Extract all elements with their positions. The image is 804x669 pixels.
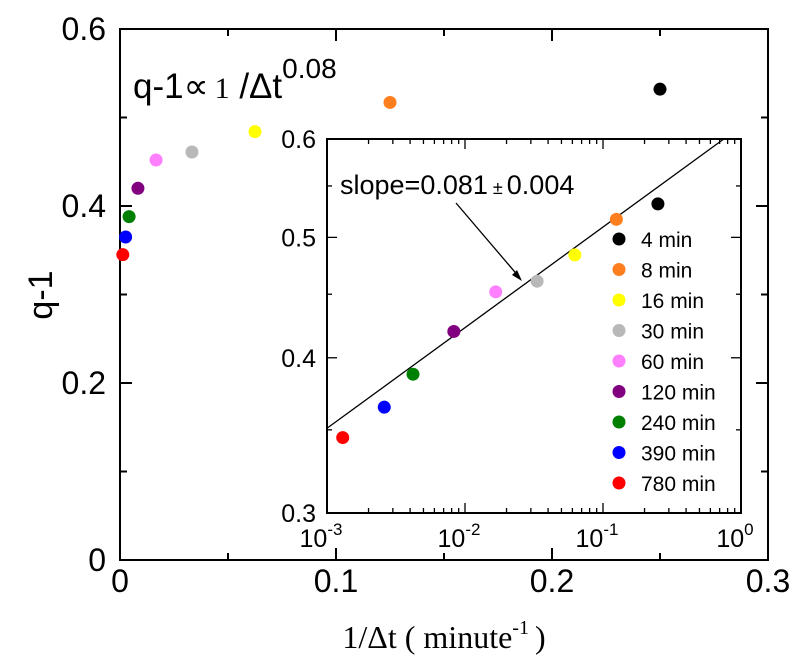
main-data-point: [653, 82, 667, 96]
legend-marker: [612, 385, 626, 398]
main-x-axis-label: 1/Δt ( minute-1): [342, 617, 545, 655]
legend-label: 240 min: [641, 412, 716, 435]
inset-y-tick-label: 0.3: [281, 500, 316, 528]
legend-label: 16 min: [641, 290, 704, 313]
main-annotation-prefix: q-1: [133, 67, 184, 106]
inset-x-tick-label: 10-1: [576, 520, 619, 553]
inset-x-tick-label: 100: [716, 520, 753, 553]
inset-data-point: [609, 212, 623, 226]
main-x-tick-label: 0.3: [746, 563, 790, 599]
main-data-point: [185, 145, 199, 159]
inset-y-tick-label: 0.6: [281, 126, 316, 154]
inset-data-point: [568, 248, 582, 262]
inset-x-tick-label: 10-2: [438, 520, 481, 553]
main-data-point: [119, 230, 133, 244]
main-annotation-exponent: 0.08: [282, 53, 337, 84]
legend-marker: [612, 324, 626, 337]
inset-data-point: [406, 367, 420, 381]
main-x-tick-label: 0.2: [530, 563, 574, 599]
main-data-point: [116, 248, 130, 262]
legend-label: 780 min: [641, 473, 716, 496]
inset-data-point: [336, 431, 350, 445]
legend-label: 30 min: [641, 321, 704, 344]
inset-data-point: [651, 197, 665, 211]
inset-points: [336, 197, 665, 445]
main-y-tick-label: 0.6: [62, 11, 106, 47]
main-annotation-slash: /Δt: [230, 67, 283, 106]
legend-marker: [612, 263, 626, 276]
legend-marker: [612, 415, 626, 429]
main-data-point: [122, 210, 136, 224]
main-data-point: [131, 181, 145, 195]
legend-label: 4 min: [641, 229, 692, 252]
inset-y-tick-label: 0.4: [281, 345, 316, 373]
inset-legend: 4 min 8 min 16 min 30 min 60 min 120 min 240 m…: [612, 229, 716, 496]
inset-data-point: [377, 400, 391, 414]
main-x-axis-label-close: ): [535, 619, 546, 655]
main-y-axis-label: q-1: [22, 270, 60, 319]
main-tick-labels: 0 0.1 0.2 0.3 0 0.2 0.4 0.6: [62, 11, 791, 599]
main-ticks: [119, 28, 769, 561]
inset-chart: 10-3 10-2 10-1 100 0.3 0.4 0.5 0.6 4 min 8 min 16…: [281, 126, 753, 553]
main-annotation-symbol: ∝: [184, 67, 209, 106]
inset-x-tick-label: 10-3: [300, 520, 343, 553]
main-y-tick-label: 0: [88, 542, 106, 578]
inset-slope-err: 0.004: [507, 170, 575, 200]
inset-slope-annotation: slope=0.081 ±0.004: [340, 170, 574, 200]
inset-data-point: [447, 324, 461, 338]
main-x-axis-label-sup: -1: [512, 617, 529, 639]
legend-marker: [612, 476, 626, 490]
legend-label: 60 min: [641, 351, 704, 374]
legend-label: 8 min: [641, 260, 692, 283]
main-y-tick-label: 0.4: [62, 188, 106, 224]
inset-slope-pm: ±: [493, 178, 503, 198]
legend-marker: [612, 293, 626, 307]
legend-marker: [612, 232, 626, 246]
legend-label: 120 min: [641, 382, 716, 405]
main-annotation-one: 1: [215, 72, 230, 105]
inset-slope-arrow-line: [455, 202, 521, 279]
inset-data-point: [530, 274, 544, 288]
inset-fit-line: [326, 138, 725, 429]
main-points: [116, 82, 667, 262]
main-x-tick-label: 0.1: [314, 563, 358, 599]
inset-slope-arrow-head: [512, 270, 522, 281]
main-data-point: [248, 125, 262, 139]
main-data-point: [383, 95, 397, 109]
main-annotation: q-1∝ 1 /Δt0.08: [133, 53, 337, 106]
main-y-tick-label: 0.2: [62, 365, 106, 401]
main-x-tick-label: 0: [111, 563, 129, 599]
inset-ticks: [326, 138, 742, 514]
main-data-point: [149, 153, 163, 167]
legend-marker: [612, 354, 626, 368]
inset-slope-text: slope=0.081: [340, 170, 488, 200]
legend-marker: [612, 446, 626, 459]
inset-tick-labels: 10-3 10-2 10-1 100 0.3 0.4 0.5 0.6: [281, 126, 753, 553]
main-chart: 0 0.1 0.2 0.300.20.40.6 q-1∝ 1 /Δt0.08 q-1 1…: [22, 11, 790, 655]
inset-data-point: [489, 285, 503, 299]
main-x-axis-label-text: 1/Δt ( minute: [342, 619, 512, 655]
legend-label: 390 min: [641, 443, 716, 466]
inset-y-tick-label: 0.5: [281, 224, 316, 252]
inset-plot-frame: [326, 138, 742, 514]
